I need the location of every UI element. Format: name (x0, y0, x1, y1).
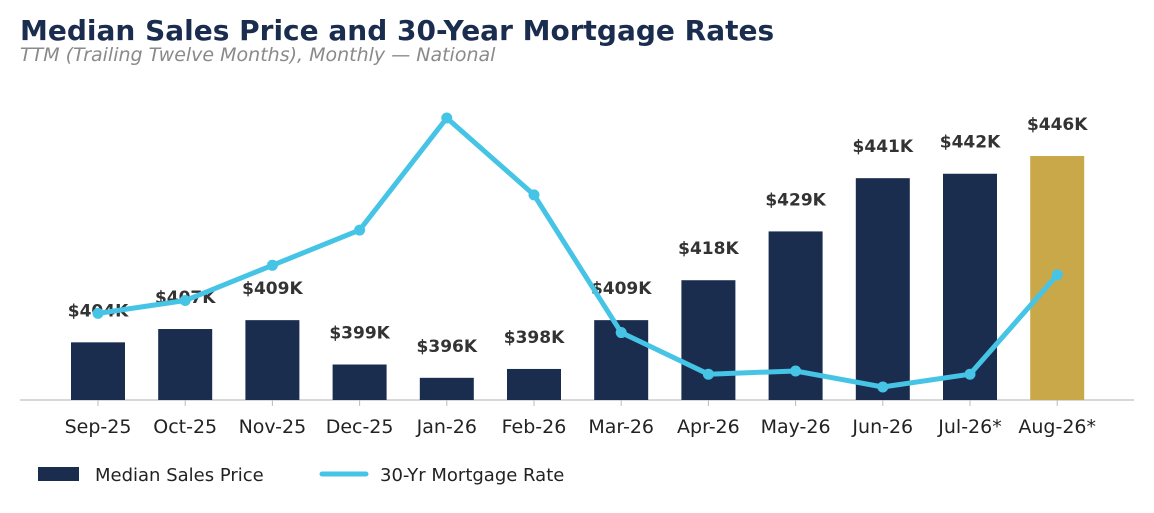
bar-data-label: $399K (329, 324, 390, 344)
bar-jan-26 (419, 377, 474, 400)
x-tick-label: Apr-26 (677, 416, 740, 438)
line-series (92, 112, 1063, 393)
bar-apr-26 (681, 280, 736, 400)
x-tick-label: Aug-26* (1018, 416, 1096, 438)
bar-data-label: $441K (853, 137, 914, 157)
mortgage-rate-point-mar-26 (615, 327, 627, 339)
mortgage-rate-point-nov-25 (266, 259, 278, 271)
bar-sep-25 (71, 342, 125, 400)
x-tick-label: Jun-26 (851, 416, 913, 438)
x-tick-label: Jan-26 (416, 416, 477, 438)
mortgage-rate-line (95, 115, 1060, 390)
mortgage-rate-point-may-26 (790, 365, 802, 377)
x-tick-label: Nov-25 (239, 416, 307, 438)
mortgage-rate-point-aug-26-projected (1051, 269, 1063, 281)
x-tick-label: Mar-26 (588, 416, 654, 438)
x-tick-label: May-26 (761, 416, 831, 438)
legend-label-mortgage-rate: 30-Yr Mortgage Rate (380, 465, 564, 486)
x-axis-ticks: Sep-25 Oct-25 Nov-25 Dec-25 Jan-26 Feb-26 Mar-… (65, 400, 1096, 438)
legend: Median Sales Price 30-Yr Mortgage Rate (38, 465, 564, 486)
bar-data-label: $398K (504, 328, 565, 348)
x-tick-label: Dec-25 (326, 416, 394, 438)
mortgage-rate-point-apr-26 (702, 368, 714, 380)
bar-data-label: $446K (1027, 115, 1088, 135)
chart-title: Median Sales Price and 30-Year Mortgage … (20, 14, 775, 47)
bar-data-label: $396K (417, 337, 478, 357)
bar-data-labels: $404K$407K$409K$399K$396K$398K$409K$418K… (68, 115, 1089, 357)
mortgage-rate-point-jun-26 (877, 381, 889, 393)
bar-oct-25 (158, 329, 213, 400)
bar-jun-26 (855, 178, 910, 400)
bar-data-label: $409K (242, 279, 303, 299)
bar-series (71, 156, 1085, 400)
bar-data-label: $429K (765, 190, 826, 210)
mortgage-rate-point-feb-26 (528, 189, 540, 201)
bar-feb-26 (507, 368, 561, 400)
legend-swatch-median-sales-price (38, 467, 79, 481)
x-tick-label: Feb-26 (502, 416, 567, 438)
chart-subtitle: TTM (Trailing Twelve Months), Monthly — … (20, 44, 496, 66)
bar-data-label: $409K (591, 279, 652, 299)
x-tick-label: Oct-25 (153, 416, 217, 438)
bar-data-label: $442K (940, 133, 1001, 153)
mortgage-rate-point-jan-26 (441, 112, 453, 124)
x-tick-label: Jul-26* (937, 416, 1001, 438)
mortgage-rate-point-jul-26-projected (964, 368, 976, 380)
mortgage-rate-point-dec-25 (354, 224, 366, 236)
x-tick-label: Sep-25 (65, 416, 132, 438)
bar-jul-26-projected (943, 173, 997, 400)
bar-data-label: $418K (678, 239, 739, 259)
bar-dec-25 (332, 364, 387, 400)
bar-nov-25 (245, 320, 300, 400)
mortgage-rate-point-sep-25 (92, 307, 104, 319)
mortgage-rate-point-oct-25 (179, 295, 191, 307)
legend-label-median-sales-price: Median Sales Price (95, 465, 264, 486)
